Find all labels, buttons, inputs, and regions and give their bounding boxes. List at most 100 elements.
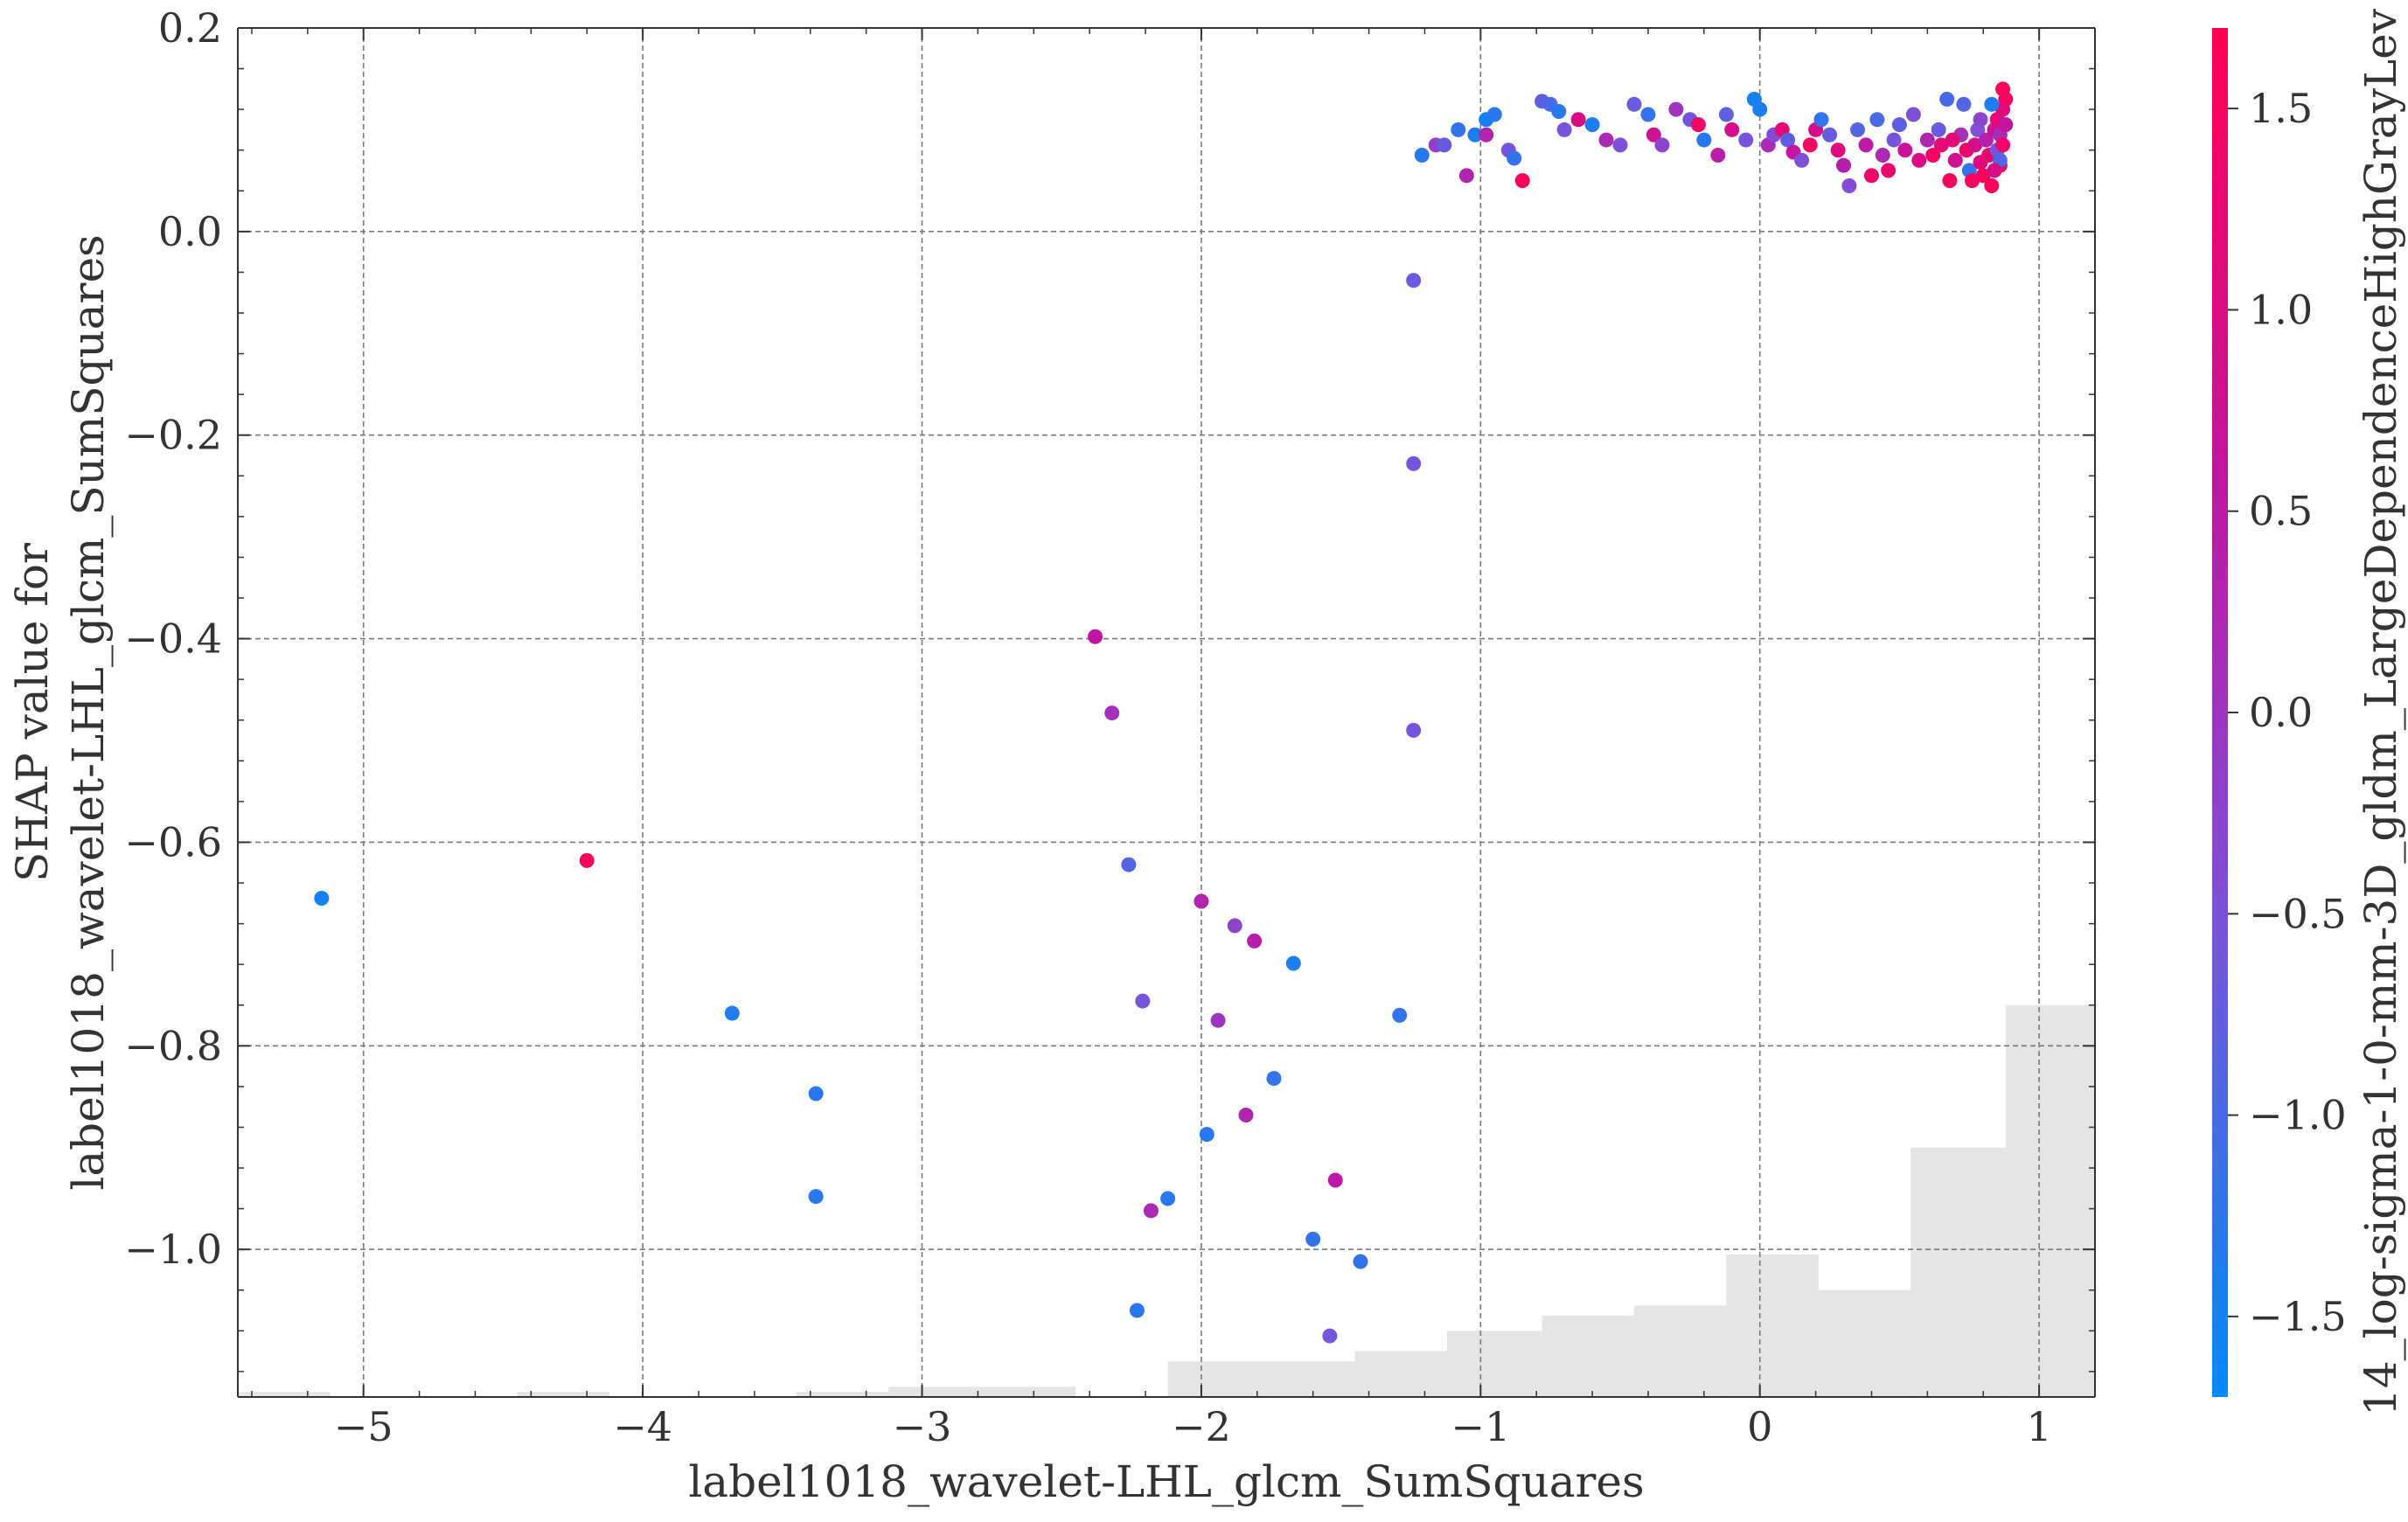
data-point [1802,137,1818,153]
data-point [1458,168,1474,184]
data-point [1406,722,1422,738]
colorbar-label: 14_log-sigma-1-0-mm-3D_gldm_LargeDepende… [2356,8,2406,1416]
x-tick-label: −3 [893,1403,952,1450]
data-point [1210,1012,1226,1028]
data-point [1507,150,1522,166]
histogram-bar [1263,1361,1355,1397]
data-point [1998,92,2014,108]
data-point [1327,1172,1343,1188]
histogram-bar [1542,1315,1634,1397]
data-point [1696,132,1712,148]
y-tick-label: −0.2 [124,412,222,459]
feature-histogram [238,1004,2095,1397]
data-point [1836,157,1852,173]
data-point [1305,1232,1321,1247]
colorbar-ticks: 1.5 1.0 0.5 0.0 −0.5 −1.0 −1.5 [2228,85,2347,1340]
data-point [1266,1071,1282,1087]
data-point [1794,152,1810,168]
data-point [1863,168,1879,184]
data-point [1780,132,1796,148]
colorbar [2212,28,2228,1397]
data-point [1322,1328,1338,1344]
colorbar-tick-label: 1.0 [2249,286,2313,333]
data-point [1933,137,1949,153]
data-point [1987,163,2002,178]
data-point [1551,103,1567,119]
scatter-points [314,81,2014,1344]
data-point [724,1005,740,1021]
y-tick-label: −0.4 [124,615,222,663]
x-axis-label: label1018_wavelet-LHL_glcm_SumSquares [688,1456,1644,1507]
histogram-bar [1910,1147,2006,1397]
data-point [1088,629,1103,644]
data-point [1247,933,1263,949]
data-point [1437,137,1452,153]
data-point [1451,122,1466,137]
data-point [1353,1254,1368,1269]
data-point [1975,168,1991,184]
data-point [1626,96,1642,112]
histogram-bar [2005,1004,2095,1397]
data-point [1654,137,1670,153]
data-point [1947,152,1963,168]
histogram-bar [888,1386,1076,1397]
data-point [1143,1203,1159,1219]
x-tick-label: 0 [1747,1403,1772,1450]
data-point [1710,148,1726,163]
colorbar-tick-label: 0.0 [2249,689,2313,736]
data-point [1486,107,1502,122]
data-point [1646,127,1661,142]
data-point [314,890,330,906]
axes: −5 −4 −3 −2 −1 0 1 0.2 0.0 −0.2 −0.4 −0.6 −0.8 −1.0 [124,4,2096,1450]
data-point [1891,117,1907,133]
data-point [1392,1007,1408,1023]
data-point [1121,857,1137,872]
data-point [1738,132,1754,148]
data-point [1830,142,1846,158]
colorbar-tick-label: −0.5 [2249,890,2347,937]
data-point [1919,132,1935,148]
data-point [1514,173,1530,189]
data-point [1875,148,1890,163]
data-point [1964,173,1980,189]
data-point [1724,122,1740,137]
data-point [1668,101,1684,117]
data-point [1822,127,1838,142]
histogram-bar [1446,1331,1542,1397]
data-point [1931,122,1946,137]
y-axis-label-line2: label1018_wavelet-LHL_glcm_SumSquares [63,234,114,1190]
data-point [808,1086,824,1102]
data-point [1612,137,1628,153]
data-point [579,852,595,868]
data-point [1897,142,1913,158]
data-point [1942,173,1958,189]
data-point [1752,101,1768,117]
data-point [1984,96,2000,112]
histogram-bar [1726,1254,1819,1397]
y-tick-label: −0.6 [124,818,222,865]
y-tick-label: −0.8 [124,1022,222,1069]
histogram-bar [1167,1361,1263,1397]
data-point [1967,137,1983,153]
histogram-bar [517,1392,609,1397]
histogram-bar [1354,1351,1447,1397]
data-point [1199,1127,1214,1143]
data-point [1160,1191,1176,1206]
y-tick-label: −1.0 [124,1226,222,1273]
data-point [1881,163,1896,178]
data-point [1813,112,1829,128]
data-point [1886,132,1902,148]
data-point [1911,152,1927,168]
x-tick-label: −2 [1172,1403,1231,1450]
data-point [1984,177,2000,193]
colorbar-tick-label: −1.0 [2249,1092,2347,1139]
data-point [1598,132,1614,148]
data-point [1925,148,1941,163]
data-point [1406,273,1422,288]
data-point [1570,112,1586,128]
y-axis-label-line1: SHAP value for [7,543,58,882]
data-point [1129,1303,1145,1318]
x-tick-label: −5 [334,1403,393,1450]
x-tick-label: −1 [1451,1403,1510,1450]
data-point [1998,117,2014,133]
